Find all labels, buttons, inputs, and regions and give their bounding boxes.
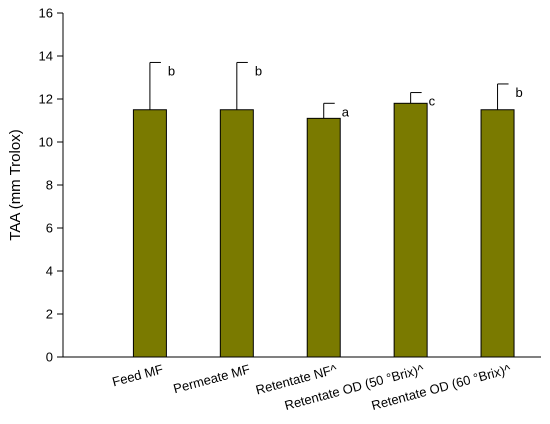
x-tick-label: Feed MF [111,361,165,389]
y-tick-label: 12 [39,92,53,107]
y-tick-label: 2 [46,307,53,322]
bar [306,117,341,358]
y-tick-label: 6 [46,221,53,236]
significance-label: b [255,63,262,78]
significance-label: b [168,63,175,78]
y-axis-label: TAA (mm Trolox) [7,129,24,240]
y-tick-label: 8 [46,178,53,193]
x-tick-label: Permeate MF [172,361,252,396]
bar [393,102,428,358]
bar [219,109,254,358]
y-tick-label: 4 [46,264,53,279]
bar [132,109,167,358]
significance-label: b [516,85,523,100]
bar [480,109,515,358]
bars: b b a c b [132,61,523,358]
y-tick-label: 14 [39,49,53,64]
y-tick-label: 0 [46,350,53,365]
y-tick-label: 16 [39,6,53,21]
significance-label: a [342,104,350,119]
significance-label: c [429,94,436,109]
y-tick-label: 10 [39,135,53,150]
